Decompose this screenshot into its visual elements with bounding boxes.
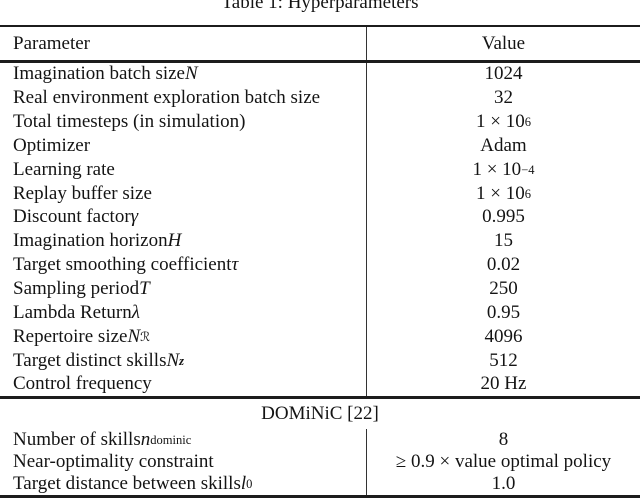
parameter-cell: Learning rate bbox=[13, 158, 115, 180]
rule-top bbox=[0, 25, 640, 27]
parameter-cell: Optimizer bbox=[13, 134, 91, 156]
parameter-cell: Total timesteps (in simulation) bbox=[13, 111, 246, 133]
table-row: Sampling period T 250 bbox=[0, 277, 640, 301]
value-cell: 0.02 bbox=[366, 253, 640, 278]
column-header-parameter: Parameter bbox=[13, 32, 91, 54]
value-cell: 1 × 10 6 bbox=[366, 181, 640, 206]
parameter-cell: Number of skills n dominic bbox=[13, 428, 192, 450]
rule-below-header bbox=[0, 60, 640, 63]
parameter-cell: Imagination batch size N bbox=[13, 63, 198, 85]
value-cell: Adam bbox=[366, 134, 640, 158]
section-main-rows: Imagination batch size N 1024 Real envir… bbox=[0, 62, 640, 397]
value-cell: 0.95 bbox=[366, 300, 640, 325]
parameter-cell: Replay buffer size bbox=[13, 182, 152, 204]
value-cell: 250 bbox=[366, 277, 640, 301]
value-cell: 512 bbox=[366, 348, 640, 373]
parameter-cell: Real environment exploration batch size bbox=[13, 87, 321, 109]
value-cell: 4096 bbox=[366, 324, 640, 349]
value-cell: 1024 bbox=[366, 62, 640, 87]
value-cell: 0.995 bbox=[366, 205, 640, 230]
table-row: Real environment exploration batch size … bbox=[0, 86, 640, 111]
parameter-cell: Sampling period T bbox=[13, 278, 150, 300]
value-cell: ≥ 0.9 × value optimal policy bbox=[366, 450, 640, 473]
value-cell: 1 × 10 6 bbox=[366, 110, 640, 135]
rule-bottom bbox=[0, 494, 640, 498]
parameter-cell: Lambda Return λ bbox=[13, 301, 140, 323]
table-row: Learning rate 1 × 10 −4 bbox=[0, 157, 640, 182]
table-row: Total timesteps (in simulation) 1 × 10 6 bbox=[0, 110, 640, 135]
parameter-cell: Discount factor γ bbox=[13, 206, 139, 228]
table-row: Imagination batch size N 1024 bbox=[0, 62, 640, 87]
value-cell: 8 bbox=[366, 428, 640, 451]
table-header-row: Parameter Value bbox=[0, 27, 640, 60]
table-row: Number of skills n dominic 8 bbox=[0, 428, 640, 451]
value-cell: 1 × 10 −4 bbox=[366, 157, 640, 182]
parameter-cell: Imagination horizon H bbox=[13, 230, 182, 252]
table-caption: Table 1: Hyperparameters bbox=[221, 0, 419, 13]
value-cell: 1.0 bbox=[366, 472, 640, 495]
table-row: Imagination horizon H 15 bbox=[0, 229, 640, 254]
value-cell: 32 bbox=[366, 86, 640, 111]
hyperparameters-table: Parameter Value Imagination batch size N… bbox=[0, 25, 640, 498]
section-dominic-rows: Number of skills n dominic 8 Near-optimal… bbox=[0, 428, 640, 495]
value-cell: 20 Hz bbox=[366, 372, 640, 397]
table-row: Replay buffer size 1 × 10 6 bbox=[0, 181, 640, 206]
value-cell: 15 bbox=[366, 229, 640, 254]
parameter-cell: Near-optimality constraint bbox=[13, 450, 214, 472]
rule-section-divider bbox=[0, 396, 640, 399]
parameter-cell: Control frequency bbox=[13, 373, 152, 395]
table-row: Target smoothing coefficient τ 0.02 bbox=[0, 253, 640, 278]
table-row: Near-optimality constraint ≥ 0.9 × value… bbox=[0, 450, 640, 473]
table-row: Control frequency 20 Hz bbox=[0, 372, 640, 397]
table-row: Discount factor γ 0.995 bbox=[0, 205, 640, 230]
table-row: Optimizer Adam bbox=[0, 134, 640, 158]
table-row: Lambda Return λ 0.95 bbox=[0, 300, 640, 325]
section-header-dominic: DOMiNiC [22] bbox=[261, 402, 379, 424]
parameter-cell: Target smoothing coefficient τ bbox=[13, 254, 239, 276]
column-header-value: Value bbox=[366, 27, 640, 60]
